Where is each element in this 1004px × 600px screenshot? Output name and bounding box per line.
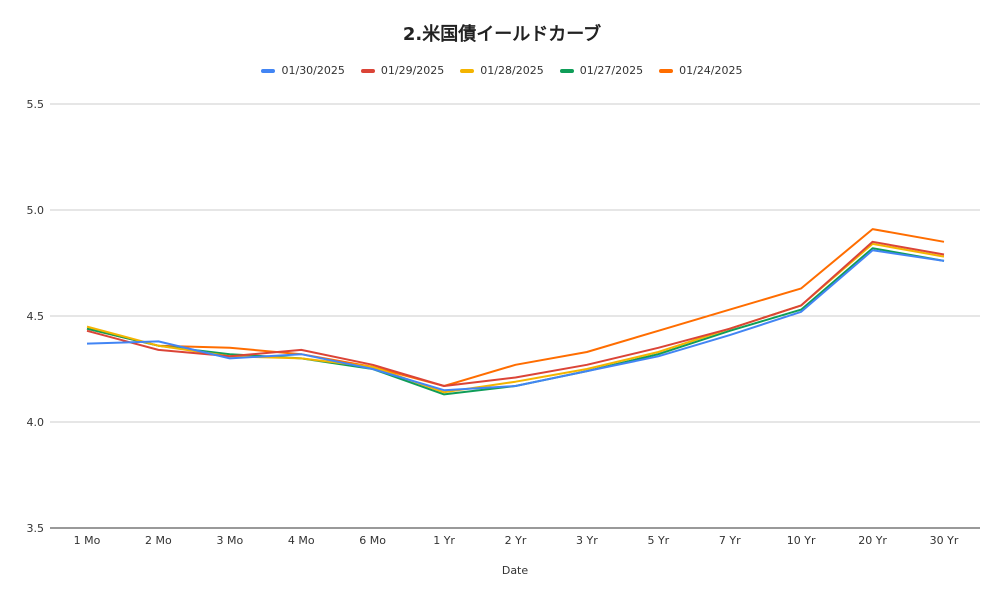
chart-legend: 01/30/2025 01/29/2025 01/28/2025 01/27/2025… <box>0 64 1004 77</box>
y-tick-label: 5.5 <box>27 98 45 111</box>
x-axis-label: Date <box>502 564 529 577</box>
y-tick-label: 5.0 <box>27 204 45 217</box>
x-tick-label: 6 Mo <box>359 534 386 547</box>
legend-swatch <box>659 68 674 73</box>
x-tick-label: 5 Yr <box>647 534 669 547</box>
x-tick-label: 2 Yr <box>505 534 527 547</box>
x-tick-label: 4 Mo <box>288 534 315 547</box>
legend-label: 01/29/2025 <box>380 64 445 77</box>
legend-swatch <box>360 68 375 73</box>
series-line-01-29-2025 <box>86 240 945 387</box>
legend-item: 01/24/2025 <box>659 64 743 77</box>
x-tick-label: 2 Mo <box>145 534 172 547</box>
x-tick-label: 3 Yr <box>576 534 598 547</box>
legend-item: 01/29/2025 <box>360 64 445 77</box>
x-tick-label: 1 Yr <box>433 534 455 547</box>
legend-label: 01/24/2025 <box>679 64 743 77</box>
x-tick-label: 10 Yr <box>787 534 816 547</box>
legend-label: 01/30/2025 <box>281 64 345 77</box>
series-line-01-28-2025 <box>86 242 945 394</box>
series-line-01-30-2025 <box>86 249 945 392</box>
x-tick-label: 30 Yr <box>930 534 959 547</box>
x-tick-label: 7 Yr <box>719 534 741 547</box>
x-tick-label: 3 Mo <box>216 534 243 547</box>
chart-title: 2.米国債イールドカーブ <box>402 24 602 45</box>
legend-swatch <box>460 68 475 73</box>
legend-item: 01/30/2025 <box>261 64 345 77</box>
series-line-01-24-2025 <box>86 228 945 387</box>
x-tick-label: 20 Yr <box>858 534 887 547</box>
x-tick-label: 1 Mo <box>74 534 101 547</box>
y-tick-label: 4.0 <box>27 416 45 429</box>
legend-item: 01/28/2025 <box>460 64 544 77</box>
legend-swatch <box>559 68 574 73</box>
series-line-01-27-2025 <box>86 247 945 396</box>
legend-item: 01/27/2025 <box>559 64 644 77</box>
y-tick-label: 4.5 <box>27 310 45 323</box>
legend-swatch <box>261 68 276 73</box>
legend-label: 01/27/2025 <box>579 64 644 77</box>
y-tick-label: 3.5 <box>27 522 45 535</box>
legend-label: 01/28/2025 <box>480 64 544 77</box>
